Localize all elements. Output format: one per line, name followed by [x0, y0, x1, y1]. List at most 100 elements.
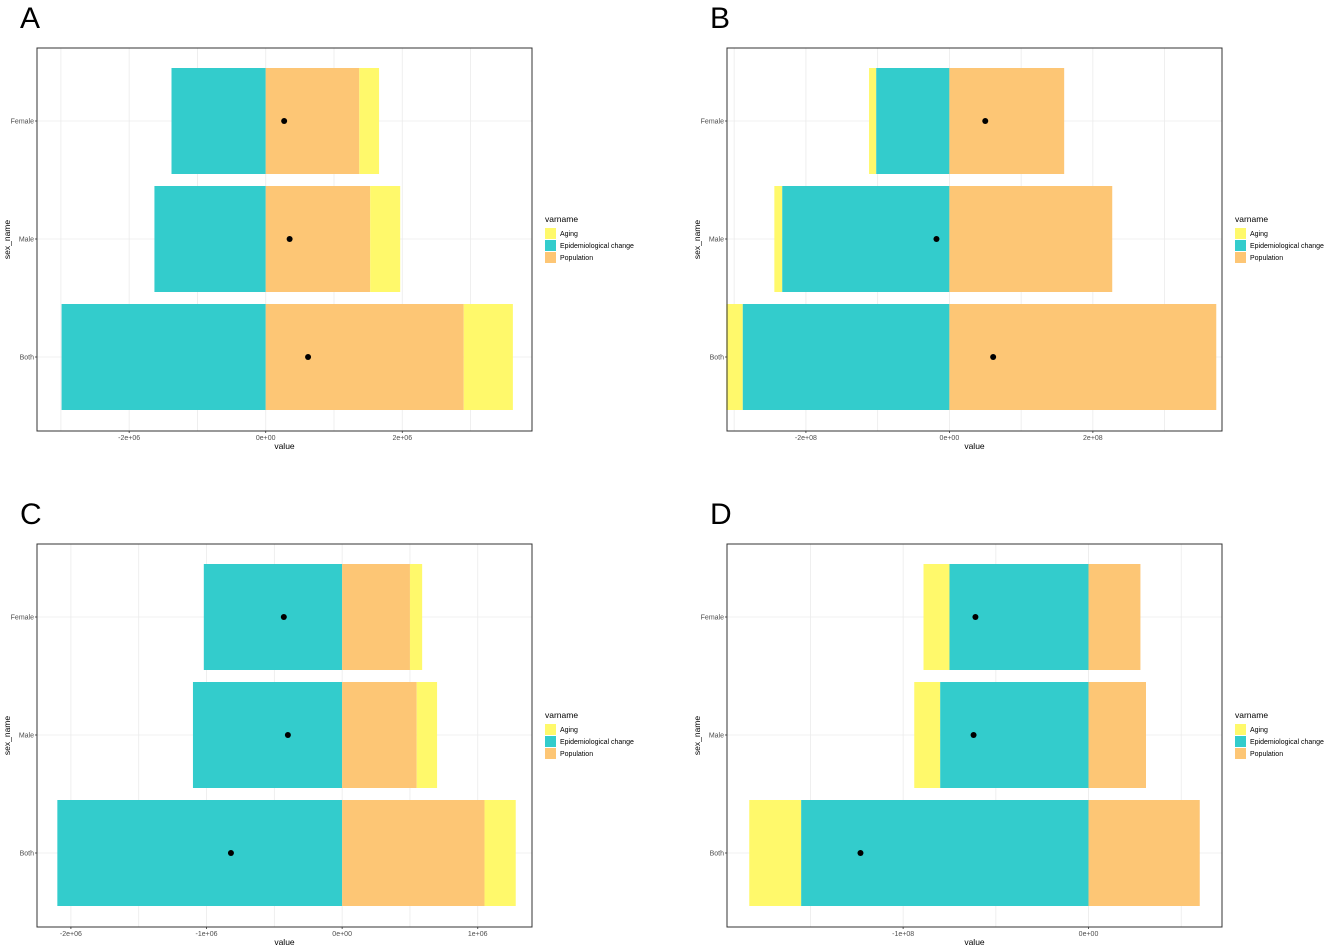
x-tick-label: 1e+06 [468, 931, 488, 938]
bar-female-aging [923, 564, 950, 670]
legend-swatch-population [545, 252, 556, 263]
bar-female-population [949, 68, 1065, 174]
legend-label-population: Population [560, 751, 593, 758]
legend-swatch-aging [545, 724, 556, 735]
bar-male-aging [914, 682, 941, 788]
bar-both-epidemiological-change [742, 304, 950, 410]
y-axis-title: sex_name [2, 716, 12, 755]
total-point-both [990, 354, 997, 360]
total-point-male [286, 236, 293, 242]
y-tick-label: Female [11, 615, 34, 622]
bar-both-epidemiological-change [61, 304, 266, 410]
y-axis-title: sex_name [692, 220, 702, 259]
panel-b: B Female Male Both -2e+08 0e+00 2e+08 value sex_… [692, 2, 1324, 451]
bar-both-population [265, 304, 464, 410]
legend-label-epidemiological-change: Epidemiological change [560, 739, 634, 746]
bar-both-epidemiological-change [57, 800, 343, 906]
bar-male-aging [774, 186, 783, 292]
bar-both-epidemiological-change [801, 800, 1089, 906]
bar-male-population [949, 186, 1113, 292]
bar-male-population [265, 186, 371, 292]
total-point-female [982, 118, 989, 124]
panel-letter: B [710, 2, 730, 35]
bar-female-population [265, 68, 360, 174]
legend-swatch-epidemiological-change [545, 240, 556, 251]
plot-frame [726, 543, 1223, 928]
legend-label-epidemiological-change: Epidemiological change [560, 243, 634, 250]
x-tick-label: 0e+00 [256, 435, 276, 442]
bar-both-aging [726, 304, 743, 410]
y-tick-label: Both [20, 355, 35, 362]
legend-label-aging: Aging [560, 231, 578, 238]
bar-male-population [1088, 682, 1146, 788]
panel-letter: C [20, 498, 42, 531]
y-tick-label: Female [11, 119, 34, 126]
legend-label-aging: Aging [1250, 727, 1268, 734]
plot-frame [36, 543, 533, 928]
total-point-female [280, 614, 287, 620]
bar-both-population [342, 800, 485, 906]
x-tick-label: -1e+08 [892, 931, 914, 938]
bar-male-epidemiological-change [154, 186, 266, 292]
bar-both-population [1088, 800, 1200, 906]
total-point-female [281, 118, 288, 124]
legend-title: varname [545, 710, 578, 720]
x-tick-label: 0e+00 [332, 931, 352, 938]
total-point-both [227, 850, 234, 856]
bar-female-epidemiological-change [876, 68, 950, 174]
total-point-both [857, 850, 864, 856]
legend-label-epidemiological-change: Epidemiological change [1250, 739, 1324, 746]
legend-title: varname [1235, 214, 1268, 224]
legend-label-population: Population [1250, 751, 1283, 758]
bar-both-population [949, 304, 1217, 410]
panel-a: A Female Male Both -2e+06 0e+00 2e+06 value sex_… [2, 2, 634, 451]
x-tick-label: -2e+06 [118, 435, 140, 442]
bar-male-population [342, 682, 417, 788]
x-tick-label: 2e+08 [1083, 435, 1103, 442]
y-tick-label: Both [710, 355, 725, 362]
legend-label-population: Population [560, 255, 593, 262]
panel-letter: D [710, 498, 732, 531]
legend: varname Aging Epidemiological change Popula… [1235, 710, 1324, 759]
bar-both-aging [463, 304, 513, 410]
legend-swatch-epidemiological-change [1235, 736, 1246, 747]
legend-swatch-epidemiological-change [1235, 240, 1246, 251]
bar-female-aging [409, 564, 423, 670]
total-point-female [972, 614, 979, 620]
x-axis-title: value [274, 937, 295, 947]
bar-female-population [1088, 564, 1141, 670]
bar-male-aging [416, 682, 438, 788]
legend-swatch-population [1235, 748, 1246, 759]
bar-female-epidemiological-change [203, 564, 343, 670]
legend-swatch-aging [1235, 228, 1246, 239]
total-point-male [933, 236, 940, 242]
y-tick-label: Male [709, 237, 724, 244]
y-tick-label: Both [710, 851, 725, 858]
panel-letter: A [20, 2, 40, 35]
x-tick-label: -1e+06 [196, 931, 218, 938]
bar-both-aging [484, 800, 516, 906]
legend-label-aging: Aging [560, 727, 578, 734]
legend-swatch-aging [1235, 724, 1246, 735]
bar-female-aging [359, 68, 380, 174]
legend-swatch-population [1235, 252, 1246, 263]
x-axis-title: value [964, 441, 985, 451]
legend-title: varname [545, 214, 578, 224]
total-point-both [305, 354, 312, 360]
panel-c: C Female Male Both -2e+06 -1e+06 0e+00 1e+06 val… [2, 498, 634, 947]
bar-male-epidemiological-change [940, 682, 1089, 788]
y-tick-label: Male [19, 733, 34, 740]
bar-both-aging [749, 800, 802, 906]
plot-frame [726, 47, 1223, 432]
bar-female-aging [869, 68, 877, 174]
y-tick-label: Female [701, 615, 724, 622]
legend: varname Aging Epidemiological change Popula… [1235, 214, 1324, 263]
bar-male-epidemiological-change [782, 186, 950, 292]
y-tick-label: Female [701, 119, 724, 126]
x-tick-label: 0e+00 [940, 435, 960, 442]
x-tick-label: -2e+06 [60, 931, 82, 938]
bar-female-epidemiological-change [171, 68, 266, 174]
bar-male-aging [370, 186, 401, 292]
legend-swatch-population [545, 748, 556, 759]
